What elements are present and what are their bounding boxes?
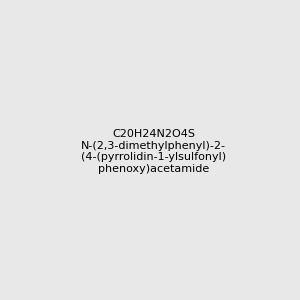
Text: C20H24N2O4S
N-(2,3-dimethylphenyl)-2-
(4-(pyrrolidin-1-ylsulfonyl)
phenoxy)aceta: C20H24N2O4S N-(2,3-dimethylphenyl)-2- (4… [81, 129, 226, 174]
